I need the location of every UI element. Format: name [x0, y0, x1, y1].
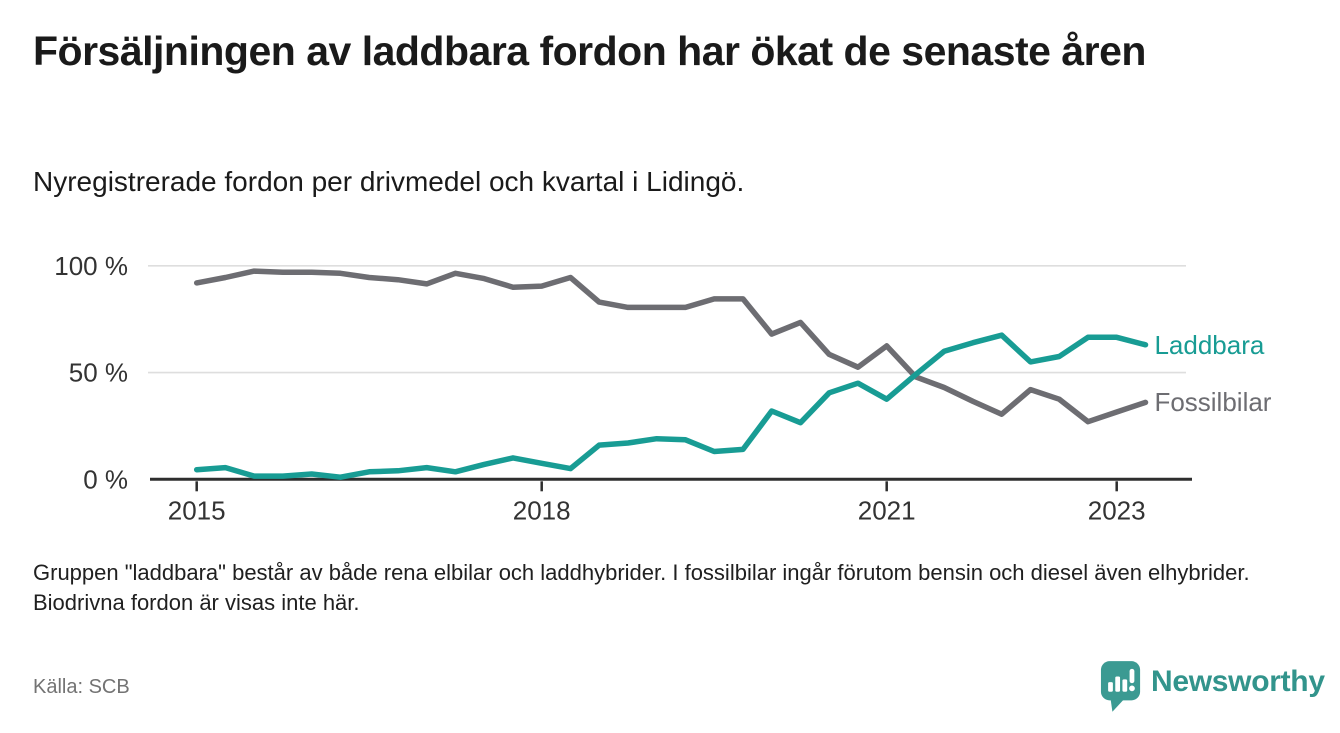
x-tick-label: 2015 [168, 495, 226, 525]
y-tick-label: 100 % [54, 251, 128, 281]
axis-tick-labels: 0 % 50 % 100 % 2015 2018 2021 2023 [54, 251, 1145, 526]
y-tick-label: 0 % [83, 464, 128, 494]
series-line-fossilbilar [193, 268, 1149, 425]
chart-footnote: Gruppen "laddbara" består av både rena e… [33, 560, 1250, 616]
series-label-fossilbilar: Fossilbilar [1154, 387, 1272, 418]
x-axis [150, 477, 1192, 492]
x-tick-label: 2023 [1088, 495, 1146, 525]
chart-subtitle: Nyregistrerade fordon per drivmedel och … [33, 166, 745, 197]
newsworthy-logo-text: Newsworthy [1151, 665, 1325, 698]
gridlines [148, 264, 1186, 374]
source-note: Källa: SCB [33, 676, 130, 698]
series-label-laddbara: Laddbara [1154, 329, 1265, 360]
series-line-laddbara [193, 332, 1149, 480]
newsworthy-branding: Newsworthy [1100, 660, 1325, 712]
x-tick-label: 2018 [513, 495, 571, 525]
data-series [193, 268, 1149, 480]
page-title: Försäljningen av laddbara fordon har öka… [33, 28, 1146, 74]
newsworthy-logo-icon [1100, 661, 1141, 712]
y-tick-label: 50 % [69, 358, 128, 388]
x-tick-label: 2021 [858, 495, 916, 525]
